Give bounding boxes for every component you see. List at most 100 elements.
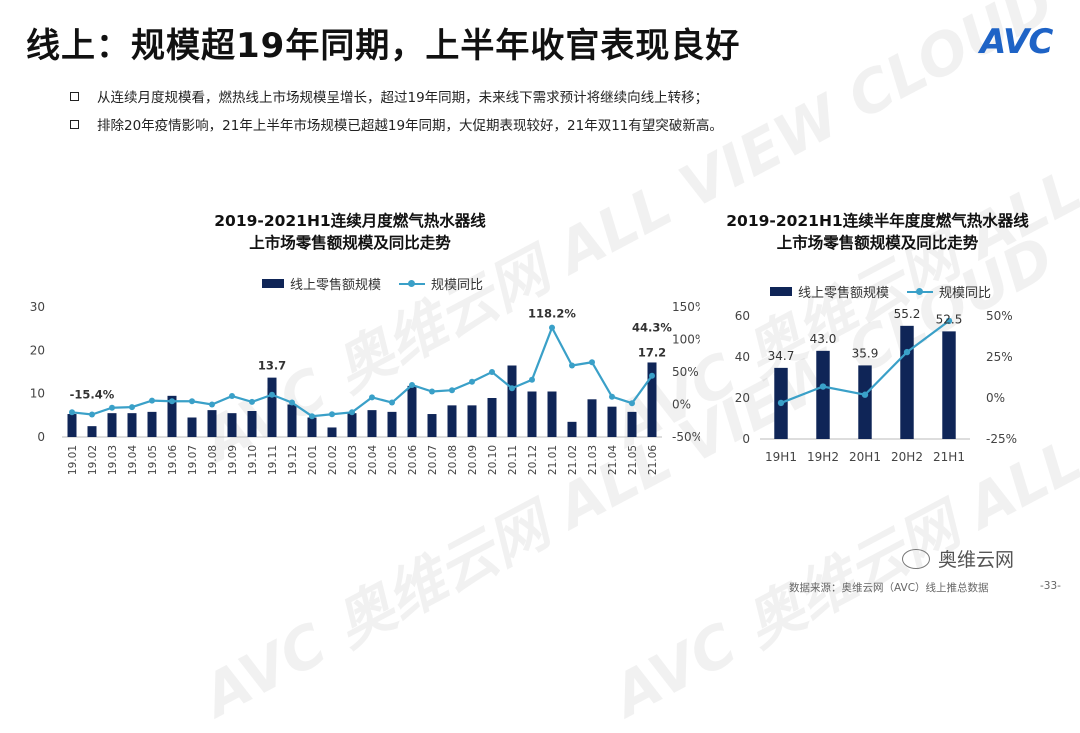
x-tick-label: 20.12 xyxy=(527,445,539,475)
bar xyxy=(367,410,377,437)
bar xyxy=(387,411,397,437)
bar xyxy=(647,362,657,437)
yoy-line xyxy=(71,325,653,418)
bullet-item: 排除20年疫情影响，21年上半年市场规模已超越19年同期，大促期表现较好，21年… xyxy=(70,110,723,138)
page-number: -33- xyxy=(1040,580,1061,592)
x-tick-label: 19.07 xyxy=(187,445,199,475)
bar xyxy=(327,427,337,437)
bar xyxy=(207,410,217,437)
yoy-point xyxy=(169,398,175,405)
bar-value-label: 55.2 xyxy=(894,307,921,321)
yoy-point xyxy=(489,369,495,375)
yoy-point xyxy=(629,400,635,407)
bar xyxy=(627,411,637,437)
monthly-chart-legend: 线上零售额规模 规模同比 xyxy=(262,274,483,293)
yoy-point xyxy=(209,401,215,408)
bar xyxy=(227,413,237,437)
bar xyxy=(407,385,417,437)
bar xyxy=(347,413,357,437)
x-tick-label: 20.04 xyxy=(367,445,379,475)
x-tick-label: 21.03 xyxy=(587,445,599,475)
wechat-account: 奥维云网 xyxy=(902,545,1014,572)
data-source: 数据来源：奥维云网（AVC）线上推总数据 xyxy=(789,582,989,594)
bar xyxy=(858,365,872,439)
yoy-point xyxy=(945,317,953,325)
bar xyxy=(67,414,77,437)
bar-value-label: 43.0 xyxy=(810,332,837,346)
bar-value-label: 52.5 xyxy=(936,312,963,326)
y-left-tick-label: 10 xyxy=(30,387,45,401)
bar xyxy=(567,421,577,437)
x-tick-label: 20.11 xyxy=(507,445,519,475)
x-tick-label: 19.04 xyxy=(127,445,139,475)
bar xyxy=(547,391,557,437)
x-tick-label: 20H1 xyxy=(849,450,881,464)
bar xyxy=(187,417,197,437)
legend-bar-swatch xyxy=(262,279,284,288)
yoy-point xyxy=(819,383,827,390)
bar xyxy=(167,395,177,437)
halfyear-chart-title: 2019-2021H1连续半年度度燃气热水器线 上市场零售额规模及同比走势 xyxy=(705,210,1050,254)
x-tick-label: 20.01 xyxy=(307,445,319,475)
x-tick-label: 19H2 xyxy=(807,450,839,464)
yoy-value-label: 44.3% xyxy=(632,321,672,335)
yoy-value-label: -15.4% xyxy=(70,388,115,402)
y-right-tick-label: -25% xyxy=(986,432,1017,446)
monthly-chart-title: 2019-2021H1连续月度燃气热水器线 上市场零售额规模及同比走势 xyxy=(170,210,530,254)
yoy-point xyxy=(469,378,475,385)
bar xyxy=(467,405,477,437)
yoy-point xyxy=(609,393,615,400)
halfyear-chart: 0 20 40 60 -25% 0% 25% 50% 19H1 19H2 20H1 20H2 21H1 3… xyxy=(735,307,1017,464)
halfyear-chart-title-line2: 上市场零售额规模及同比走势 xyxy=(776,234,979,252)
yoy-point xyxy=(529,376,535,383)
legend-line-label: 规模同比 xyxy=(939,286,992,301)
yoy-point xyxy=(229,393,235,400)
x-tick-label: 21.01 xyxy=(547,445,559,475)
bar xyxy=(527,391,537,437)
x-tick-label: 20.10 xyxy=(487,445,499,475)
monthly-chart-title-line2: 上市场零售额规模及同比走势 xyxy=(249,234,451,252)
x-tick-label: 19.02 xyxy=(87,445,99,475)
x-tick-label: 19.10 xyxy=(247,445,259,475)
legend-line-swatch xyxy=(399,279,426,287)
yoy-point xyxy=(903,348,911,356)
bullet-text: 从连续月度规模看，燃热线上市场规模呈增长，超过19年同期，未来线下需求预计将继续… xyxy=(97,90,709,106)
bar xyxy=(87,426,97,437)
x-tick-label: 19H1 xyxy=(765,450,797,464)
bar-value-label: 17.2 xyxy=(638,345,666,359)
yoy-point xyxy=(777,399,785,407)
y-left-tick-label: 20 xyxy=(30,343,45,357)
x-tick-label: 21H1 xyxy=(933,450,965,464)
x-tick-label: 20.09 xyxy=(467,445,479,475)
bar xyxy=(287,404,297,437)
yoy-point xyxy=(269,391,275,398)
x-tick-label: 21.06 xyxy=(647,445,659,475)
bar xyxy=(107,413,117,437)
x-tick-label: 19.08 xyxy=(207,445,219,475)
yoy-point xyxy=(569,362,575,369)
y-right-tick-label: -50% xyxy=(672,430,700,444)
bullet-list: 从连续月度规模看，燃热线上市场规模呈增长，超过19年同期，未来线下需求预计将继续… xyxy=(70,82,723,138)
bar xyxy=(942,331,956,439)
x-tick-label: 20.03 xyxy=(347,445,359,475)
legend-bar-label: 线上零售额规模 xyxy=(290,278,382,293)
halfyear-chart-legend: 线上零售额规模 规模同比 xyxy=(770,282,991,301)
monthly-chart: 0 10 20 30 -50% 0% 50% 100% 150% 19.01 19.02 19.03 1… xyxy=(30,300,700,475)
bar xyxy=(487,398,497,437)
yoy-point xyxy=(109,404,115,411)
x-tick-label: 20.05 xyxy=(387,445,399,475)
x-tick-label: 19.05 xyxy=(147,445,159,475)
bullet-item: 从连续月度规模看，燃热线上市场规模呈增长，超过19年同期，未来线下需求预计将继续… xyxy=(70,82,723,110)
yoy-point xyxy=(189,398,195,405)
bullet-text: 排除20年疫情影响，21年上半年市场规模已超越19年同期，大促期表现较好，21年… xyxy=(97,118,723,134)
page-title: 线上：规模超19年同期，上半年收官表现良好 xyxy=(26,26,741,66)
bar xyxy=(127,413,137,437)
x-tick-label: 19.09 xyxy=(227,445,239,475)
yoy-point xyxy=(509,385,515,392)
avc-logo: AVC xyxy=(980,22,1053,62)
bar-value-label: 34.7 xyxy=(768,349,795,363)
yoy-point xyxy=(549,324,555,331)
x-tick-label: 19.01 xyxy=(67,445,79,475)
x-tick-label: 20H2 xyxy=(891,450,923,464)
x-tick-label: 21.04 xyxy=(607,445,619,475)
